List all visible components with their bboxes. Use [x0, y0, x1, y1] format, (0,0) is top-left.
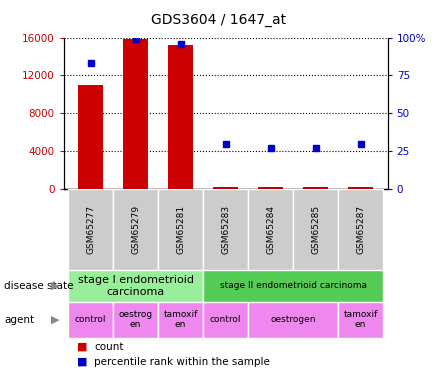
Text: oestrog
en: oestrog en [118, 310, 152, 329]
Bar [68, 270, 203, 302]
Text: agent: agent [4, 315, 35, 325]
Text: GSM65284: GSM65284 [266, 205, 275, 254]
Text: oestrogen: oestrogen [270, 315, 316, 324]
Bar [158, 189, 203, 270]
Bar [338, 302, 383, 338]
Bar [293, 189, 338, 270]
Text: ▶: ▶ [51, 315, 59, 325]
Bar [168, 45, 193, 189]
Bar [248, 189, 293, 270]
Text: control: control [210, 315, 241, 324]
Bar [68, 189, 113, 270]
Text: GDS3604 / 1647_at: GDS3604 / 1647_at [152, 13, 286, 27]
Text: ■: ■ [77, 342, 87, 352]
Text: stage II endometrioid carcinoma: stage II endometrioid carcinoma [219, 281, 367, 290]
Bar [213, 188, 238, 189]
Text: GSM65285: GSM65285 [311, 205, 320, 254]
Text: GSM65287: GSM65287 [356, 205, 365, 254]
Text: control: control [75, 315, 106, 324]
Text: tamoxif
en: tamoxif en [163, 310, 198, 329]
Bar [303, 188, 328, 189]
Text: stage I endometrioid
carcinoma: stage I endometrioid carcinoma [78, 275, 194, 297]
Bar [123, 39, 148, 189]
Bar [158, 302, 203, 338]
Text: GSM65281: GSM65281 [176, 205, 185, 254]
Text: count: count [94, 342, 124, 352]
Bar [68, 302, 113, 338]
Bar [78, 85, 103, 189]
Bar [338, 189, 383, 270]
Bar [203, 302, 248, 338]
Text: ■: ■ [77, 357, 87, 367]
Text: GSM65279: GSM65279 [131, 205, 140, 254]
Text: disease state: disease state [4, 281, 74, 291]
Bar [348, 188, 373, 189]
Text: GSM65277: GSM65277 [86, 205, 95, 254]
Text: tamoxif
en: tamoxif en [343, 310, 378, 329]
Bar [203, 189, 248, 270]
Bar [248, 302, 338, 338]
Text: percentile rank within the sample: percentile rank within the sample [94, 357, 270, 367]
Bar [203, 270, 383, 302]
Text: ▶: ▶ [51, 281, 59, 291]
Bar [258, 188, 283, 189]
Text: GSM65283: GSM65283 [221, 205, 230, 254]
Bar [113, 302, 158, 338]
Bar [113, 189, 158, 270]
